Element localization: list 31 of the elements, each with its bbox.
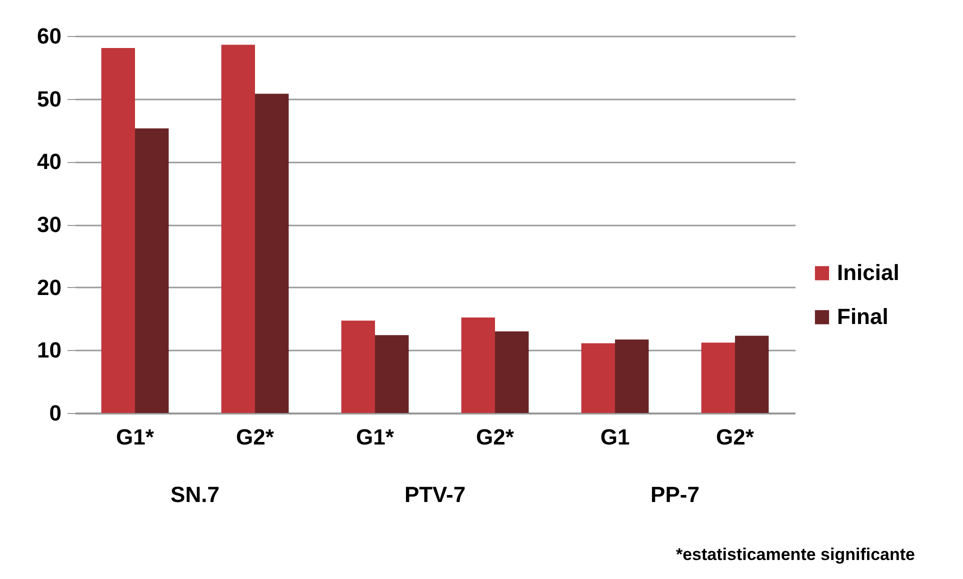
x-tick-label: G2* (476, 424, 514, 450)
y-tick-label: 40 (37, 149, 62, 174)
bar (701, 342, 735, 413)
y-tick-label: 60 (37, 24, 62, 48)
bar (581, 343, 615, 413)
x-tick-label: G1 (600, 424, 630, 450)
bar (375, 335, 409, 413)
y-tick-label: 20 (37, 274, 62, 300)
text: PTV-7 (404, 482, 466, 507)
bar (341, 320, 375, 413)
bar (255, 94, 289, 413)
y-tick-label: 30 (37, 212, 62, 237)
y-tick-label: 10 (37, 338, 62, 363)
bar (101, 48, 135, 413)
x-tick-label: G1* (356, 424, 394, 450)
bar (135, 128, 169, 413)
text: SN.7 (170, 482, 220, 507)
text: PP-7 (650, 482, 700, 507)
bar (615, 339, 649, 413)
x-tick-label: G2* (236, 424, 274, 450)
bar (495, 331, 529, 413)
text: *estatisticamente significante (676, 545, 915, 564)
legend-label: Final (837, 304, 888, 330)
bar (461, 317, 495, 413)
bar (735, 336, 769, 413)
legend-label: Inicial (837, 260, 900, 286)
x-tick-label: G1* (116, 424, 154, 450)
bar (221, 44, 255, 413)
y-tick-label: 0 (49, 400, 62, 426)
x-tick-label: G2* (716, 424, 754, 450)
y-tick-label: 50 (37, 86, 62, 112)
